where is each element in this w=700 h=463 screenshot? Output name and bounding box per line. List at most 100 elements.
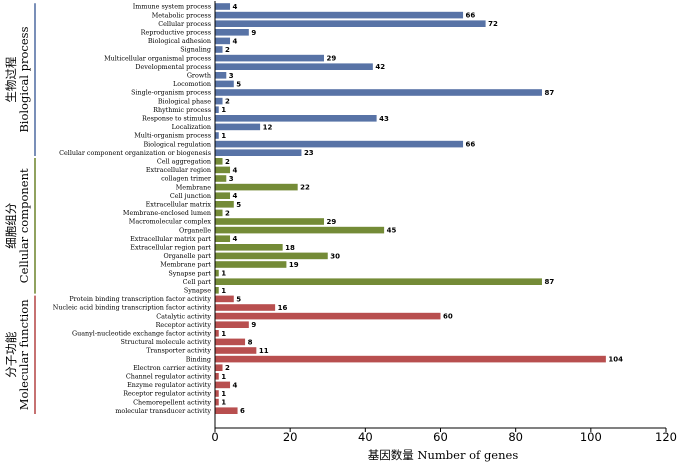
value-label: 2 xyxy=(225,98,230,106)
value-label: 5 xyxy=(236,201,241,209)
bar xyxy=(215,115,377,122)
category-label: Nucleic acid binding transcription facto… xyxy=(53,304,212,312)
category-label: Synapse xyxy=(184,287,211,295)
value-label: 23 xyxy=(304,149,314,157)
category-label: Membrane part xyxy=(160,261,211,269)
x-tick-label: 80 xyxy=(508,430,523,444)
bar xyxy=(215,261,287,268)
value-label: 43 xyxy=(379,115,389,123)
category-label: Reproductive process xyxy=(141,29,211,37)
bar xyxy=(215,29,249,36)
bar xyxy=(215,244,283,251)
group-labels: 生物过程 Biological process 细胞组分 Cellular compo… xyxy=(4,3,36,414)
value-label: 2 xyxy=(225,209,230,217)
category-label: Developmental process xyxy=(135,63,211,71)
bar xyxy=(215,11,464,19)
bar xyxy=(215,390,219,397)
bar xyxy=(215,304,276,311)
value-label: 18 xyxy=(285,244,295,252)
bar xyxy=(215,80,234,88)
category-label: Macromolecular complex xyxy=(129,218,212,226)
bar xyxy=(215,252,328,260)
x-tick-label: 100 xyxy=(580,430,602,444)
group-label-en: Molecular function xyxy=(17,299,31,410)
category-label: Catalytic activity xyxy=(156,312,211,320)
bar xyxy=(215,20,486,27)
bar xyxy=(215,3,231,10)
category-label: Cell junction xyxy=(170,192,211,200)
value-label: 60 xyxy=(443,313,453,321)
bar xyxy=(215,46,223,53)
group-label-zh: 生物过程 xyxy=(4,56,18,102)
value-label: 4 xyxy=(233,3,238,11)
value-label: 6 xyxy=(240,407,245,415)
value-label: 29 xyxy=(326,55,336,63)
bar xyxy=(215,140,464,148)
bar xyxy=(215,347,257,354)
group-label-zh: 分子功能 xyxy=(4,331,18,377)
category-label: Organelle xyxy=(179,226,211,234)
value-label: 2 xyxy=(225,364,230,372)
value-label: 1 xyxy=(221,390,226,398)
value-label: 30 xyxy=(330,252,340,260)
value-label: 104 xyxy=(608,356,623,364)
category-label: Enzyme regulator activity xyxy=(127,381,211,389)
value-label: 2 xyxy=(225,158,230,166)
bar xyxy=(215,295,234,303)
category-label: Chemorepellent activity xyxy=(133,398,211,406)
group-label-en: Biological process xyxy=(17,26,31,132)
value-label: 4 xyxy=(233,381,238,389)
x-tick-label: 60 xyxy=(433,430,448,444)
value-label: 42 xyxy=(375,63,385,71)
value-label: 4 xyxy=(233,192,238,200)
bar xyxy=(215,338,246,346)
value-label: 45 xyxy=(387,227,397,235)
value-label: 87 xyxy=(544,278,554,286)
category-label: Metabolic process xyxy=(152,11,211,19)
bar xyxy=(215,37,231,45)
bar xyxy=(215,235,231,242)
category-label: Growth xyxy=(187,72,211,80)
bar xyxy=(215,330,219,337)
category-label: Cellular process xyxy=(158,20,211,28)
category-label: Binding xyxy=(186,355,211,363)
category-label: Membrane xyxy=(176,183,211,191)
value-label: 5 xyxy=(236,295,241,303)
bar xyxy=(215,72,227,79)
category-label: Multicellular organismal process xyxy=(104,54,211,62)
value-label: 87 xyxy=(544,89,554,97)
value-label: 12 xyxy=(263,123,273,131)
bar xyxy=(215,398,219,406)
bar xyxy=(215,158,223,165)
value-label: 1 xyxy=(221,270,226,278)
x-tick-label: 0 xyxy=(211,430,218,444)
category-label: Response to stimulus xyxy=(142,115,211,123)
value-label: 1 xyxy=(221,106,226,114)
bar xyxy=(215,89,542,96)
category-label: Membrane-enclosed lumen xyxy=(123,209,211,217)
value-label: 1 xyxy=(221,287,226,295)
bar xyxy=(215,175,227,182)
value-label: 8 xyxy=(248,338,253,346)
category-label: Synapse part xyxy=(168,269,211,277)
category-label: collagen trimer xyxy=(161,175,212,183)
bar xyxy=(215,381,231,389)
x-axis: 0 20 40 60 80 100 120 基因数量 Number of genes xyxy=(211,1,677,462)
value-label: 29 xyxy=(326,218,336,226)
category-label: Rhythmic process xyxy=(153,106,211,114)
category-label: Immune system process xyxy=(133,3,211,11)
category-label: Extracellular matrix part xyxy=(130,235,211,243)
value-label: 4 xyxy=(233,235,238,243)
value-label: 3 xyxy=(229,72,234,80)
value-label: 1 xyxy=(221,399,226,407)
group-label-zh: 细胞组分 xyxy=(4,202,18,248)
category-label: Protein binding transcription factor act… xyxy=(69,295,211,303)
bar xyxy=(215,97,223,105)
value-label: 1 xyxy=(221,330,226,338)
category-label: Structural molecule activity xyxy=(121,338,212,346)
bar xyxy=(215,269,219,277)
bar xyxy=(215,192,231,199)
value-label: 72 xyxy=(488,20,498,28)
value-label: 4 xyxy=(233,37,238,45)
